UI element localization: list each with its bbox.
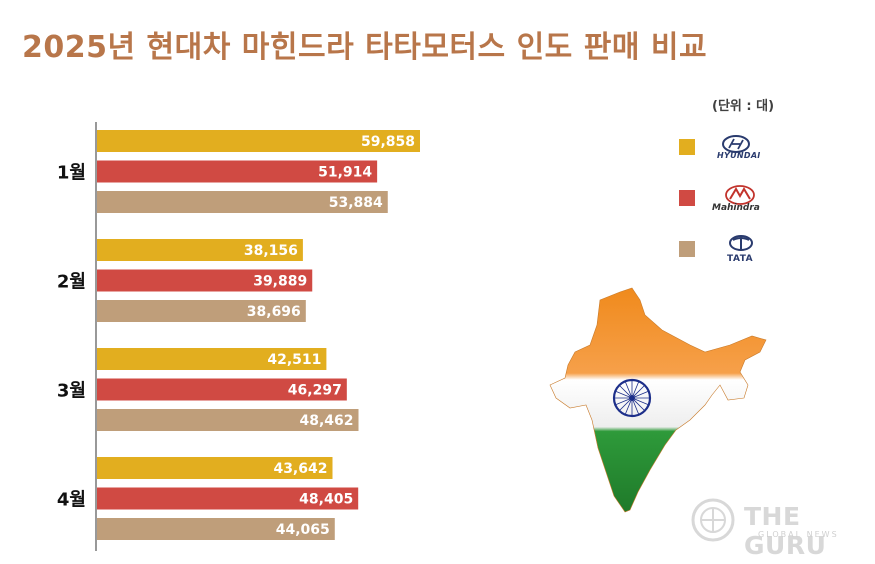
data-label-hyundai-1: 59,858: [361, 134, 415, 150]
bar-hyundai-2: [97, 239, 303, 261]
legend-swatch-tata: [679, 241, 695, 257]
data-label-tata-3: 48,462: [299, 413, 353, 429]
category-label-4: 4월: [57, 490, 86, 511]
data-label-mahindra-4: 48,405: [299, 492, 353, 508]
data-label-tata-2: 38,696: [247, 304, 301, 320]
legend-swatch-mahindra: [679, 190, 695, 206]
category-label-2: 2월: [57, 272, 86, 293]
data-label-hyundai-4: 43,642: [273, 461, 327, 477]
bar-hyundai-1: [97, 130, 420, 152]
data-label-mahindra-2: 39,889: [253, 274, 307, 290]
legend-label-mahindra: Mahindra: [712, 203, 760, 213]
bar-hyundai-3: [97, 348, 327, 370]
india-flag-map-icon: [549, 287, 767, 513]
bar-tata-4: [97, 518, 335, 540]
data-label-mahindra-1: 51,914: [318, 165, 372, 181]
bar-tata-2: [97, 300, 306, 322]
watermark-name: THE GURU: [744, 502, 827, 560]
bar-mahindra-3: [97, 378, 347, 401]
data-label-hyundai-2: 38,156: [244, 243, 298, 259]
data-label-tata-4: 44,065: [276, 522, 330, 538]
chart-title: 2025년 현대차 마힌드라 타타모터스 인도 판매 비교: [22, 30, 708, 65]
data-label-hyundai-3: 42,511: [267, 352, 321, 368]
legend-swatch-hyundai: [679, 139, 695, 155]
bar-tata-3: [97, 409, 359, 431]
bar-mahindra-1: [97, 160, 378, 183]
watermark-subtitle: GLOBAL NEWS: [758, 530, 839, 539]
bar-tata-1: [97, 191, 388, 213]
hyundai-logo-icon: [722, 135, 750, 153]
bar-mahindra-4: [97, 487, 359, 510]
mahindra-logo-icon: [725, 185, 755, 205]
bar-hyundai-4: [97, 457, 333, 479]
tata-logo-icon: [729, 235, 753, 251]
legend-label-tata: TATA: [727, 254, 754, 264]
data-label-mahindra-3: 46,297: [288, 383, 342, 399]
bar-mahindra-2: [97, 269, 313, 292]
the-guru-logo-icon: [691, 498, 735, 542]
legend-label-hyundai: HYUNDAI: [717, 151, 761, 160]
category-label-1: 1월: [57, 163, 86, 184]
unit-label: (단위 : 대): [712, 99, 775, 114]
data-label-tata-1: 53,884: [329, 195, 383, 211]
category-label-3: 3월: [57, 381, 86, 402]
